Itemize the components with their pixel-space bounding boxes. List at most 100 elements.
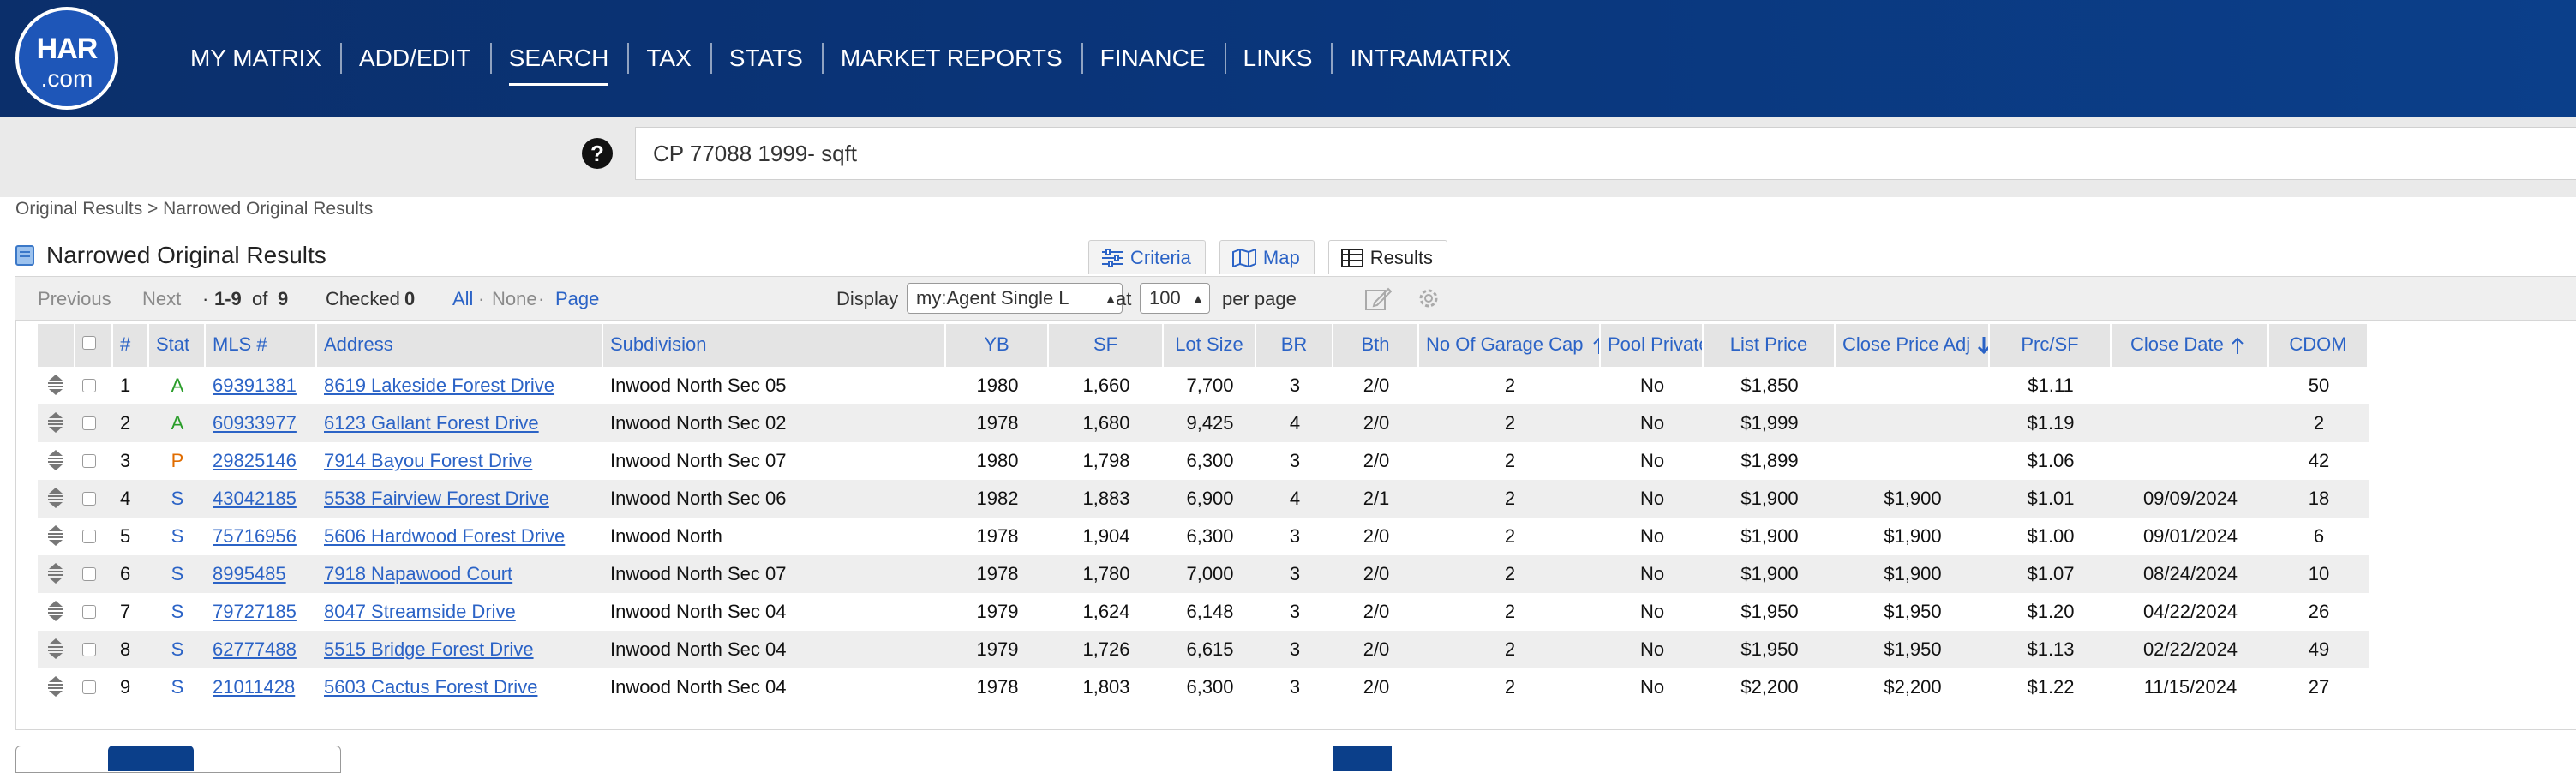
- address-link[interactable]: 8047 Streamside Drive: [324, 601, 516, 622]
- table-row[interactable]: 8 S 62777488 5515 Bridge Forest Drive Inwood…: [38, 631, 2369, 668]
- table-row[interactable]: 2 A 60933977 6123 Gallant Forest Drive Inwoo…: [38, 404, 2369, 442]
- cell-bth: 2/0: [1363, 375, 1390, 396]
- har-logo[interactable]: HAR .com: [15, 7, 118, 110]
- header-address[interactable]: Address: [317, 324, 603, 367]
- row-checkbox[interactable]: [82, 379, 96, 392]
- tab-results[interactable]: Results: [1327, 240, 1448, 274]
- per-page-select[interactable]: 100 ▲: [1140, 283, 1210, 314]
- header-list-price[interactable]: List Price: [1704, 324, 1836, 367]
- cell-close-date: [2112, 404, 2269, 442]
- row-checkbox[interactable]: [82, 567, 96, 581]
- drag-handle-icon[interactable]: [46, 638, 65, 660]
- mls-link[interactable]: 69391381: [213, 375, 297, 396]
- sort-desc-icon: [1978, 337, 1988, 355]
- table-row[interactable]: 3 P 29825146 7914 Bayou Forest Drive Inwood …: [38, 442, 2369, 480]
- gear-icon[interactable]: [1416, 285, 1441, 311]
- select-all-link[interactable]: All: [452, 288, 474, 309]
- header-br[interactable]: BR: [1256, 324, 1333, 367]
- row-checkbox[interactable]: [82, 680, 96, 694]
- drag-handle-icon[interactable]: [46, 374, 65, 396]
- header-close-date[interactable]: Close Date: [2112, 324, 2269, 367]
- cell-br: 3: [1289, 676, 1301, 698]
- tab-criteria[interactable]: Criteria: [1088, 240, 1206, 274]
- cell-garage: 2: [1504, 525, 1516, 547]
- mls-link[interactable]: 75716956: [213, 525, 297, 547]
- address-link[interactable]: 7914 Bayou Forest Drive: [324, 450, 533, 471]
- next-link[interactable]: Next: [142, 288, 182, 309]
- address-link[interactable]: 8619 Lakeside Forest Drive: [324, 375, 555, 396]
- nav-intramatrix[interactable]: INTRAMATRIX: [1331, 41, 1530, 75]
- row-checkbox[interactable]: [82, 416, 96, 430]
- previous-link[interactable]: Previous: [38, 288, 111, 309]
- row-checkbox[interactable]: [82, 492, 96, 506]
- drag-handle-icon[interactable]: [46, 449, 65, 471]
- edit-icon[interactable]: [1364, 285, 1392, 311]
- header-subdivision[interactable]: Subdivision: [603, 324, 946, 367]
- tab-map[interactable]: Map: [1219, 240, 1315, 274]
- nav-market-reports[interactable]: MARKET REPORTS: [821, 41, 1081, 75]
- nav-tax[interactable]: TAX: [627, 41, 710, 75]
- select-all-checkbox[interactable]: [82, 336, 96, 350]
- select-none-link[interactable]: None: [492, 288, 537, 309]
- table-row[interactable]: 1 A 69391381 8619 Lakeside Forest Drive Inwo…: [38, 367, 2369, 404]
- nav-finance[interactable]: FINANCE: [1081, 41, 1225, 75]
- display-select[interactable]: my:Agent Single L ▲: [907, 283, 1123, 314]
- nav-stats[interactable]: STATS: [710, 41, 822, 75]
- search-input[interactable]: CP 77088 1999- sqft: [635, 127, 2576, 180]
- mls-link[interactable]: 29825146: [213, 450, 297, 471]
- mls-link[interactable]: 21011428: [213, 676, 296, 698]
- drag-handle-icon[interactable]: [46, 562, 65, 584]
- drag-handle-icon[interactable]: [46, 600, 65, 622]
- header-yb[interactable]: YB: [946, 324, 1049, 367]
- header-mls[interactable]: MLS #: [206, 324, 317, 367]
- nav-add-edit[interactable]: ADD/EDIT: [339, 41, 490, 75]
- table-row[interactable]: 5 S 75716956 5606 Hardwood Forest Drive Inwo…: [38, 518, 2369, 555]
- header-stat[interactable]: Stat: [149, 324, 206, 367]
- drag-handle-icon[interactable]: [46, 524, 65, 547]
- header-num[interactable]: #: [113, 324, 149, 367]
- address-link[interactable]: 5538 Fairview Forest Drive: [324, 488, 549, 509]
- cell-stat: S: [171, 676, 184, 698]
- mls-link[interactable]: 43042185: [213, 488, 297, 509]
- cell-num: 7: [120, 601, 131, 622]
- cell-bth: 2/0: [1363, 450, 1390, 471]
- header-lot-size[interactable]: Lot Size: [1164, 324, 1256, 367]
- table-row[interactable]: 7 S 79727185 8047 Streamside Drive Inwood No…: [38, 593, 2369, 631]
- row-checkbox[interactable]: [82, 530, 96, 543]
- header-bth[interactable]: Bth: [1333, 324, 1419, 367]
- drag-handle-icon[interactable]: [46, 411, 65, 434]
- row-checkbox[interactable]: [82, 643, 96, 656]
- cell-garage: 2: [1504, 412, 1516, 434]
- header-prc-sf[interactable]: Prc/SF: [1990, 324, 2112, 367]
- table-row[interactable]: 4 S 43042185 5538 Fairview Forest Drive Inwo…: [38, 480, 2369, 518]
- address-link[interactable]: 5603 Cactus Forest Drive: [324, 676, 538, 698]
- address-link[interactable]: 7918 Napawood Court: [324, 563, 513, 584]
- header-garage[interactable]: No Of Garage Cap: [1419, 324, 1601, 367]
- bottom-active-button[interactable]: [108, 746, 194, 771]
- drag-handle-icon[interactable]: [46, 675, 65, 698]
- cell-pool: No: [1639, 450, 1665, 471]
- header-pool[interactable]: Pool Private: [1601, 324, 1704, 367]
- row-checkbox[interactable]: [82, 605, 96, 619]
- header-cdom[interactable]: CDOM: [2269, 324, 2369, 367]
- mls-link[interactable]: 60933977: [213, 412, 297, 434]
- drag-handle-icon[interactable]: [46, 487, 65, 509]
- select-page-link[interactable]: Page: [555, 288, 600, 309]
- address-link[interactable]: 5606 Hardwood Forest Drive: [324, 525, 566, 547]
- nav-search[interactable]: SEARCH: [489, 41, 628, 86]
- address-link[interactable]: 5515 Bridge Forest Drive: [324, 638, 534, 660]
- table-row[interactable]: 9 S 21011428 5603 Cactus Forest Drive Inwood…: [38, 668, 2369, 706]
- mls-link[interactable]: 79727185: [213, 601, 297, 622]
- cell-mls: 75716956: [206, 518, 317, 555]
- help-icon[interactable]: ?: [582, 138, 613, 169]
- header-close-price[interactable]: Close Price Adj: [1836, 324, 1990, 367]
- nav-links[interactable]: LINKS: [1224, 41, 1332, 75]
- nav-my-matrix[interactable]: MY MATRIX: [190, 45, 321, 71]
- pager-current-page[interactable]: [1333, 746, 1392, 771]
- address-link[interactable]: 6123 Gallant Forest Drive: [324, 412, 539, 434]
- mls-link[interactable]: 8995485: [213, 563, 286, 584]
- header-sf[interactable]: SF: [1049, 324, 1164, 367]
- row-checkbox[interactable]: [82, 454, 96, 468]
- table-row[interactable]: 6 S 8995485 7918 Napawood Court Inwood North…: [38, 555, 2369, 593]
- mls-link[interactable]: 62777488: [213, 638, 297, 660]
